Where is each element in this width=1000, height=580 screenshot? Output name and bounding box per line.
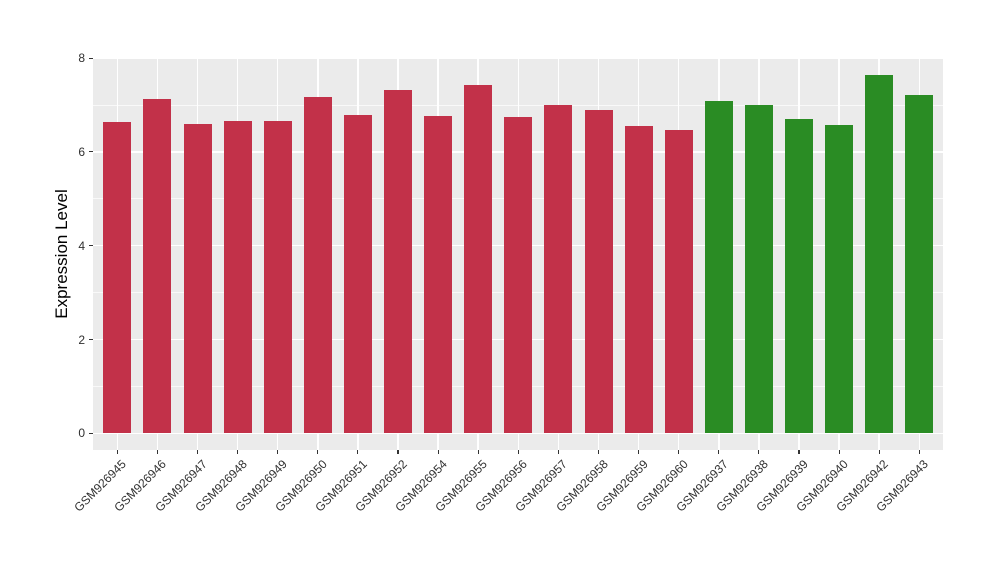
bar bbox=[624, 126, 653, 434]
bar bbox=[544, 105, 573, 434]
bar bbox=[504, 116, 533, 434]
x-tick-mark bbox=[477, 450, 479, 454]
plot-panel bbox=[93, 57, 943, 450]
x-tick-mark bbox=[437, 450, 439, 454]
bar bbox=[664, 129, 693, 434]
x-tick-mark bbox=[678, 450, 680, 454]
y-tick-label: 0 bbox=[78, 426, 85, 441]
x-tick-mark bbox=[918, 450, 920, 454]
bar bbox=[223, 120, 252, 434]
x-tick-mark bbox=[196, 450, 199, 454]
x-tick-mark bbox=[397, 450, 399, 454]
bar bbox=[343, 114, 372, 434]
bar bbox=[584, 109, 613, 434]
bar bbox=[424, 116, 453, 434]
x-tick-mark bbox=[156, 450, 158, 454]
x-tick-mark bbox=[116, 450, 118, 454]
bar bbox=[865, 74, 894, 434]
y-tick-mark bbox=[88, 245, 93, 247]
x-tick-mark bbox=[838, 450, 840, 454]
x-tick-mark bbox=[357, 450, 359, 454]
y-tick-mark bbox=[88, 338, 93, 341]
y-tick-label: 4 bbox=[78, 238, 85, 253]
x-tick-mark bbox=[557, 450, 559, 454]
x-tick-mark bbox=[517, 450, 519, 454]
x-tick-mark bbox=[718, 450, 720, 454]
y-tick-mark bbox=[88, 432, 93, 434]
bar bbox=[704, 101, 733, 434]
x-tick-mark bbox=[237, 450, 239, 454]
bar bbox=[464, 85, 493, 434]
y-tick-label: 8 bbox=[78, 51, 85, 66]
x-tick-mark bbox=[277, 450, 279, 454]
y-axis-title: Expression Level bbox=[52, 188, 71, 319]
bar bbox=[825, 124, 854, 434]
bar bbox=[785, 118, 813, 434]
y-tick-mark bbox=[88, 57, 93, 59]
bar bbox=[744, 105, 773, 434]
bar bbox=[384, 90, 412, 434]
bar bbox=[303, 97, 332, 434]
x-tick-mark bbox=[638, 450, 640, 454]
y-tick-label: 6 bbox=[78, 144, 85, 159]
bar bbox=[103, 121, 132, 434]
bar bbox=[183, 123, 212, 434]
bar bbox=[905, 94, 934, 434]
x-tick-mark bbox=[758, 450, 760, 454]
bar bbox=[263, 120, 292, 434]
y-tick-label: 2 bbox=[78, 332, 85, 347]
x-tick-mark bbox=[798, 450, 800, 454]
bar bbox=[143, 99, 172, 434]
y-tick-mark bbox=[88, 151, 93, 153]
x-tick-mark bbox=[878, 450, 880, 454]
x-tick-mark bbox=[317, 450, 319, 454]
x-tick-mark bbox=[597, 450, 600, 454]
